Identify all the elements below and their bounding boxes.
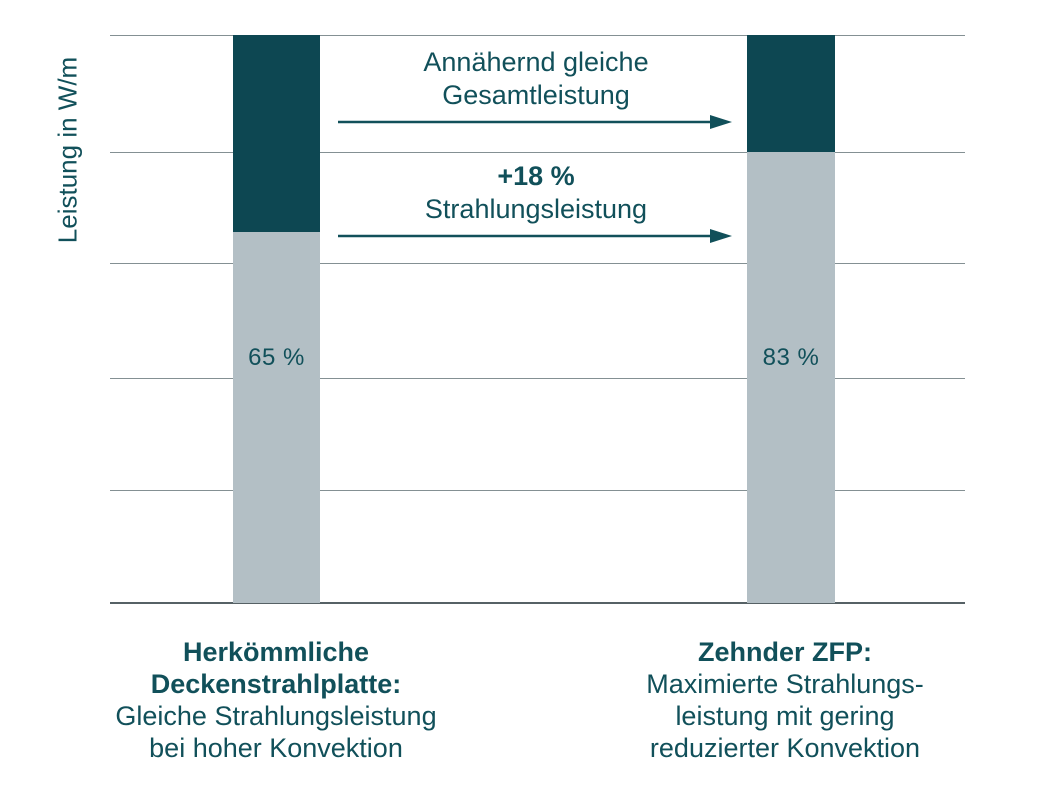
annotation-total-line2: Gesamtleistung [442, 80, 630, 110]
bar-conventional-panel: 65 % [233, 35, 320, 603]
caption-zehnder-zfp: Zehnder ZFP: Maximierte Strahlungs- leis… [565, 636, 1005, 764]
caption-right-line2: Maximierte Strahlungs- [646, 669, 924, 699]
gridline [110, 263, 965, 264]
convection-segment-right [747, 35, 835, 152]
annotation-radiant-line2: Strahlungsleistung [424, 194, 648, 224]
caption-left-line3: Gleiche Strahlungsleistung [115, 701, 437, 731]
value-label-left: 65 % [248, 344, 305, 371]
caption-right-line3: leistung mit gering [675, 701, 895, 731]
caption-left-line1: Herkömmliche [182, 637, 370, 667]
caption-left-line2: Deckenstrahlplatte: [150, 669, 402, 699]
y-axis-label: Leistung in W/m [52, 56, 83, 244]
gridline [110, 152, 965, 153]
gridline [110, 35, 965, 36]
caption-left-line4: bei hoher Konvektion [149, 733, 403, 763]
annotation-total-line1: Annähernd gleiche [423, 47, 649, 77]
caption-right-line4: reduzierter Konvektion [649, 733, 921, 763]
annotation-radiant-gain: +18 % Strahlungsleistung [336, 160, 736, 226]
gridline [110, 378, 965, 379]
arrow-right-icon [338, 115, 732, 129]
radiation-segment-left [233, 232, 320, 603]
annotation-radiant-line1: +18 % [497, 161, 575, 191]
annotation-total-output: Annähernd gleiche Gesamtleistung [336, 46, 736, 112]
caption-conventional-panel: Herkömmliche Deckenstrahlplatte: Gleiche… [56, 636, 496, 764]
caption-right-line1: Zehnder ZFP: [698, 637, 872, 667]
x-axis-baseline [110, 602, 965, 604]
arrow-right-icon [338, 229, 732, 243]
value-label-right: 83 % [762, 344, 820, 371]
bar-zehnder-zfp: 83 % [747, 35, 835, 603]
gridline [110, 490, 965, 491]
convection-segment-left [233, 35, 320, 232]
radiation-segment-right [747, 152, 835, 603]
